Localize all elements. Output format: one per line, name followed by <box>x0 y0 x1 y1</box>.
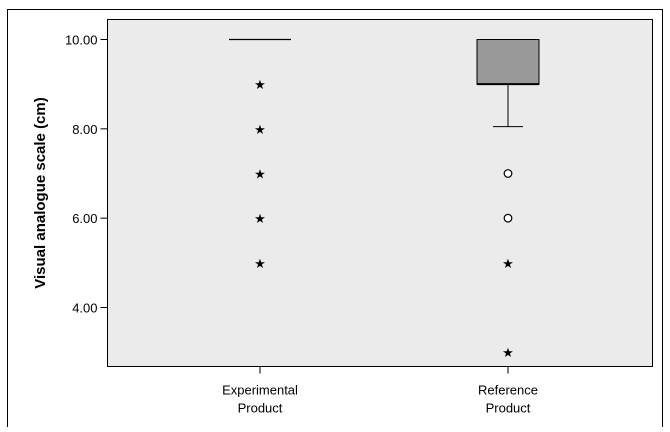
y-tick-label: 10.00 <box>65 33 98 48</box>
y-tick-label: 4.00 <box>72 301 97 316</box>
y-tick-label: 6.00 <box>72 211 97 226</box>
x-tick-label: Experimental Product <box>222 383 298 416</box>
extreme-point: ★ <box>254 77 266 92</box>
outlier-point <box>503 213 513 223</box>
extreme-point: ★ <box>502 256 514 271</box>
extreme-point: ★ <box>254 167 266 182</box>
extreme-point: ★ <box>502 345 514 360</box>
marks-layer: ★ ★ ★ ★ ★ ★ ★ <box>229 38 540 360</box>
y-axis-title: Visual analogue scale (cm) <box>32 97 49 288</box>
extreme-point: ★ <box>254 211 266 226</box>
plot-area <box>107 19 653 367</box>
extreme-point: ★ <box>254 122 266 137</box>
y-tick-label: 8.00 <box>72 122 97 137</box>
outlier-point <box>503 169 513 178</box>
extreme-point: ★ <box>254 256 266 271</box>
x-tick-label: Reference Product <box>478 383 538 416</box>
axes-layer: 4.00 6.00 8.00 10.00 Experimental Product Refe… <box>65 33 538 416</box>
box <box>476 39 540 85</box>
